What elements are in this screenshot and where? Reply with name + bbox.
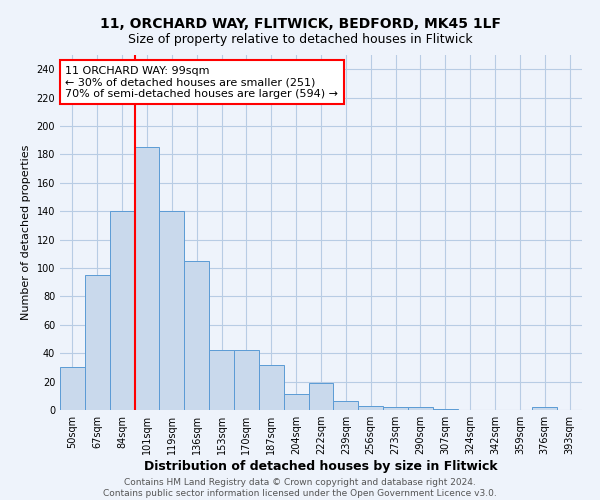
Bar [284, 394, 308, 410]
Bar [358, 406, 383, 410]
Bar [60, 368, 85, 410]
Bar [334, 402, 358, 410]
Text: Contains HM Land Registry data © Crown copyright and database right 2024.
Contai: Contains HM Land Registry data © Crown c… [103, 478, 497, 498]
Text: 11 ORCHARD WAY: 99sqm
← 30% of detached houses are smaller (251)
70% of semi-det: 11 ORCHARD WAY: 99sqm ← 30% of detached … [65, 66, 338, 99]
Y-axis label: Number of detached properties: Number of detached properties [21, 145, 31, 320]
Bar [408, 407, 433, 410]
Bar [85, 275, 110, 410]
Bar [134, 148, 160, 410]
Bar [110, 211, 134, 410]
Text: Size of property relative to detached houses in Flitwick: Size of property relative to detached ho… [128, 32, 472, 46]
Bar [160, 211, 184, 410]
Bar [209, 350, 234, 410]
Text: 11, ORCHARD WAY, FLITWICK, BEDFORD, MK45 1LF: 11, ORCHARD WAY, FLITWICK, BEDFORD, MK45… [100, 18, 500, 32]
Bar [234, 350, 259, 410]
Bar [433, 408, 458, 410]
Bar [308, 383, 334, 410]
X-axis label: Distribution of detached houses by size in Flitwick: Distribution of detached houses by size … [144, 460, 498, 473]
Bar [184, 261, 209, 410]
Bar [532, 407, 557, 410]
Bar [383, 407, 408, 410]
Bar [259, 364, 284, 410]
